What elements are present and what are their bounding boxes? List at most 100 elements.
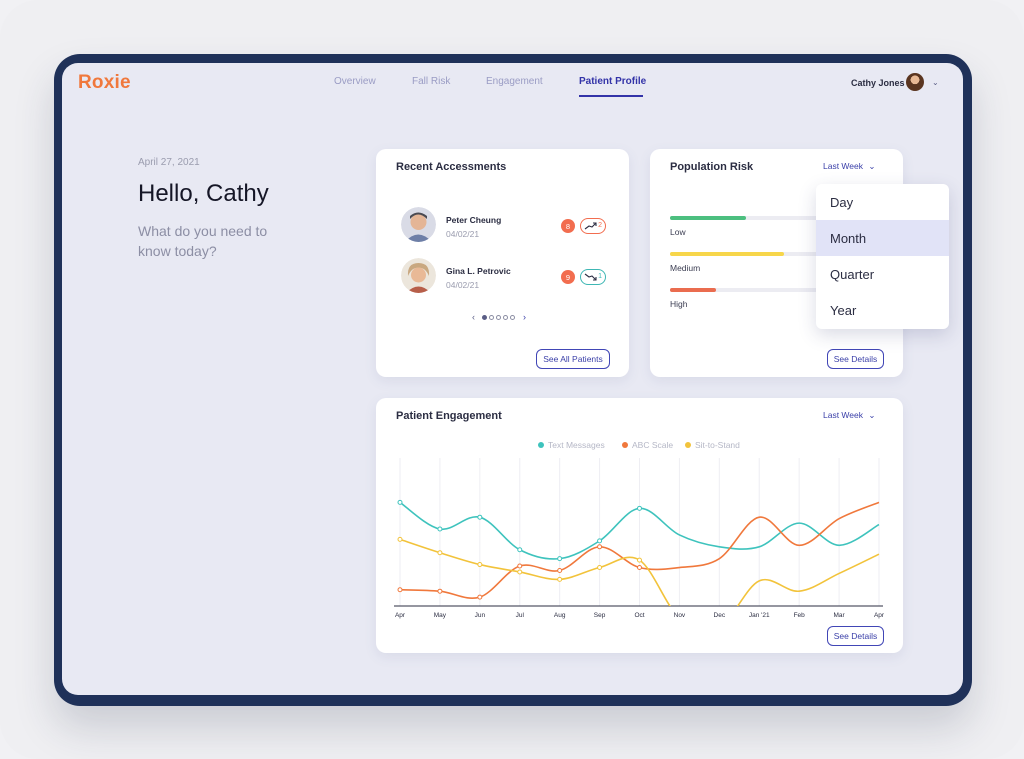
- data-point-abc-scale[interactable]: [397, 587, 403, 593]
- period-dropdown[interactable]: Last Week ⌄: [823, 161, 876, 172]
- data-point-text-messages[interactable]: [477, 514, 483, 520]
- tab-patient-profile[interactable]: Patient Profile: [579, 76, 647, 87]
- x-tick-label: Apr: [395, 612, 406, 619]
- current-date: April 27, 2021: [138, 157, 200, 168]
- chevron-right-icon[interactable]: ›: [523, 312, 526, 322]
- x-tick-label: Aug: [554, 612, 566, 619]
- legend-dot: [622, 442, 628, 448]
- period-label: Last Week: [823, 161, 864, 171]
- legend-item[interactable]: Text Messages: [538, 440, 605, 450]
- patient-name: Peter Cheung: [446, 215, 502, 225]
- user-name[interactable]: Cathy Jones: [851, 78, 905, 88]
- risk-label: High: [670, 299, 688, 309]
- recent-assessments-card: Recent Accessments Peter Cheung 04/02/21…: [376, 149, 629, 377]
- data-point-abc-scale[interactable]: [517, 563, 523, 569]
- patient-avatar: [401, 207, 436, 242]
- chevron-down-icon: ⌄: [868, 410, 876, 420]
- patient-name: Gina L. Petrovic: [446, 266, 511, 276]
- score-badge: 9: [561, 270, 575, 284]
- card-title: Recent Accessments: [396, 161, 507, 173]
- period-label: Last Week: [823, 410, 864, 420]
- risk-label: Medium: [670, 263, 701, 273]
- menu-item-year[interactable]: Year: [830, 302, 857, 318]
- patient-pager: ‹ ›: [472, 312, 526, 322]
- data-point-sit-to-stand[interactable]: [477, 562, 483, 568]
- page-dot[interactable]: [503, 314, 508, 320]
- menu-item-day[interactable]: Day: [830, 194, 854, 210]
- period-dropdown-menu: Day Month Quarter Year: [816, 184, 949, 329]
- legend-dot: [685, 442, 691, 448]
- trend-up-icon: [584, 222, 597, 230]
- patient-row[interactable]: Gina L. Petrovic 04/02/21 9 1: [401, 258, 611, 298]
- risk-bar-fill: [670, 216, 746, 220]
- see-details-button[interactable]: See Details: [827, 349, 884, 369]
- x-tick-label: Nov: [674, 612, 686, 619]
- legend-label: ABC Scale: [632, 440, 674, 450]
- menu-item-quarter[interactable]: Quarter: [830, 266, 875, 282]
- patient-avatar: [401, 258, 436, 293]
- patient-date: 04/02/21: [446, 280, 480, 290]
- chevron-down-icon: ⌄: [868, 161, 876, 171]
- score-badge: 8: [561, 219, 575, 233]
- risk-bar-fill: [670, 288, 716, 292]
- period-dropdown[interactable]: Last Week ⌄: [823, 410, 876, 421]
- data-point-abc-scale[interactable]: [437, 588, 443, 594]
- trend-count: 1: [598, 273, 602, 280]
- data-point-abc-scale[interactable]: [597, 544, 603, 550]
- data-point-sit-to-stand[interactable]: [637, 557, 642, 563]
- x-tick-label: Feb: [794, 612, 806, 619]
- legend-item[interactable]: Sit-to-Stand: [685, 440, 740, 450]
- data-point-text-messages[interactable]: [397, 499, 403, 505]
- chevron-left-icon[interactable]: ‹: [472, 312, 475, 322]
- data-point-text-messages[interactable]: [517, 547, 523, 553]
- data-point-text-messages[interactable]: [557, 556, 563, 562]
- data-point-text-messages[interactable]: [597, 538, 603, 544]
- tab-engagement[interactable]: Engagement: [486, 76, 543, 87]
- page-dot[interactable]: [496, 314, 501, 320]
- data-point-abc-scale[interactable]: [637, 565, 642, 571]
- card-title: Population Risk: [670, 161, 754, 173]
- chevron-down-icon[interactable]: ⌄: [932, 78, 939, 87]
- risk-bar-fill: [670, 252, 784, 256]
- tab-fall-risk[interactable]: Fall Risk: [412, 76, 451, 87]
- legend-item[interactable]: ABC Scale: [622, 440, 673, 450]
- patient-date: 04/02/21: [446, 229, 480, 239]
- tab-overview[interactable]: Overview: [334, 76, 376, 87]
- data-point-sit-to-stand[interactable]: [517, 569, 523, 575]
- data-point-abc-scale[interactable]: [477, 594, 483, 600]
- data-point-sit-to-stand[interactable]: [437, 550, 443, 556]
- x-tick-label: May: [434, 612, 447, 619]
- risk-bar-track: [670, 288, 870, 292]
- engagement-line-chart: Apr May Jun Jul Aug Sep Oct Nov Dec Jan '21 Feb Mar…: [394, 458, 885, 619]
- trend-count: 2: [598, 222, 602, 229]
- legend-dot: [538, 442, 544, 448]
- data-point-text-messages[interactable]: [637, 505, 642, 511]
- data-point-sit-to-stand[interactable]: [557, 576, 563, 582]
- brand-logo[interactable]: Roxie: [78, 72, 131, 93]
- data-point-sit-to-stand[interactable]: [597, 565, 603, 571]
- see-all-patients-button[interactable]: See All Patients: [536, 349, 610, 369]
- x-tick-label: Sep: [594, 612, 606, 619]
- see-details-button[interactable]: See Details: [827, 626, 884, 646]
- user-avatar[interactable]: [906, 73, 924, 91]
- page-dot[interactable]: [482, 314, 487, 320]
- page-dot[interactable]: [510, 314, 515, 320]
- trend-badge: 1: [580, 269, 606, 285]
- data-point-abc-scale[interactable]: [557, 567, 563, 573]
- active-tab-indicator: [579, 95, 643, 97]
- data-point-sit-to-stand[interactable]: [397, 536, 403, 542]
- x-tick-label: Jul: [516, 612, 525, 619]
- page-dot[interactable]: [489, 314, 494, 320]
- greeting-prompt: What do you need to know today?: [138, 223, 268, 259]
- patient-row[interactable]: Peter Cheung 04/02/21 8 2: [401, 207, 611, 247]
- risk-label: Low: [670, 227, 686, 237]
- legend-label: Text Messages: [548, 440, 605, 450]
- x-tick-label: Dec: [714, 612, 726, 619]
- legend-label: Sit-to-Stand: [695, 440, 740, 450]
- risk-bar-track: [670, 252, 870, 256]
- data-point-text-messages[interactable]: [437, 526, 443, 532]
- menu-item-month[interactable]: Month: [816, 220, 949, 256]
- card-title: Patient Engagement: [396, 410, 502, 422]
- risk-bar-track: [670, 216, 870, 220]
- trend-down-icon: [584, 273, 597, 281]
